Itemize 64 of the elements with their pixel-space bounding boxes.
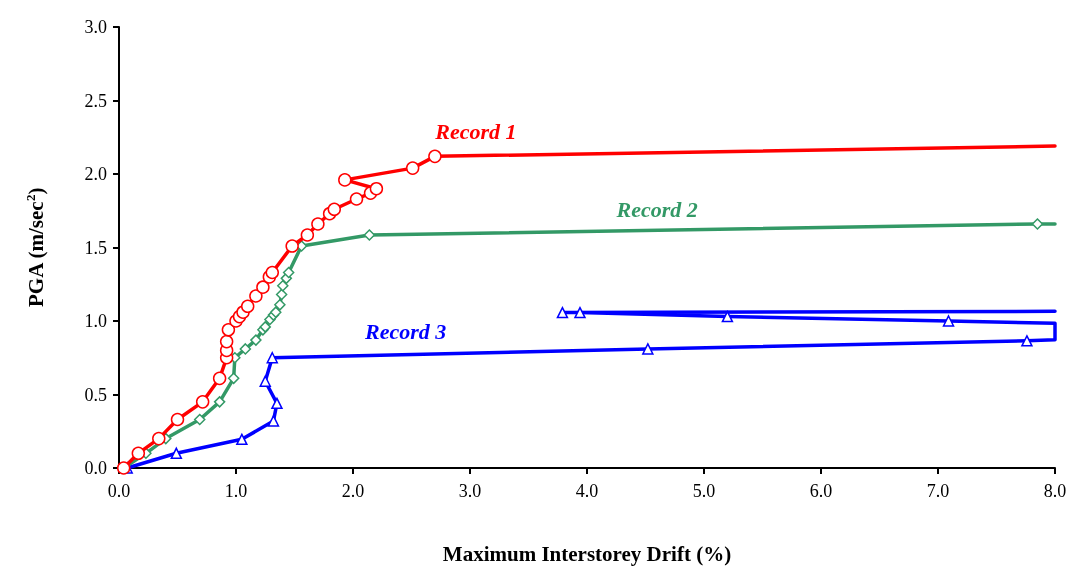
point	[721, 310, 734, 323]
point	[282, 266, 295, 279]
y-tick-label: 0.0	[84, 458, 107, 478]
x-tick-label: 2.0	[341, 481, 365, 501]
point	[363, 229, 376, 241]
series-label: Record 1	[434, 118, 517, 144]
point	[1031, 218, 1044, 230]
point	[249, 289, 263, 303]
point	[170, 412, 185, 427]
y-axis-title: PGA (m/sec2)	[23, 187, 48, 308]
y-tick-label: 3.0	[84, 17, 107, 37]
series-label: Record 2	[615, 196, 698, 222]
point	[277, 279, 289, 292]
point	[219, 334, 234, 349]
point	[236, 433, 248, 446]
point	[193, 413, 206, 426]
point	[267, 415, 280, 427]
point	[170, 447, 183, 460]
point	[256, 280, 270, 294]
x-tick-label: 3.0	[458, 481, 482, 501]
x-tick-label: 5.0	[692, 481, 716, 501]
point	[428, 149, 442, 164]
point	[195, 395, 210, 409]
point	[274, 299, 286, 311]
point	[275, 288, 288, 301]
point	[266, 352, 279, 364]
point	[152, 431, 166, 446]
point	[131, 446, 146, 461]
point	[221, 323, 236, 337]
y-tick-label: 1.5	[84, 237, 107, 258]
point	[250, 334, 262, 346]
x-axis-title: Maximum Interstorey Drift (%)	[442, 541, 732, 566]
series-label: Record 3	[364, 318, 447, 344]
point	[213, 396, 226, 408]
point	[285, 239, 299, 253]
x-tick-label: 7.0	[926, 481, 950, 501]
point	[369, 181, 384, 196]
x-tick-label: 0.0	[107, 481, 131, 501]
point	[212, 371, 227, 386]
point	[300, 228, 315, 242]
x-tick-label: 6.0	[809, 481, 833, 501]
point	[327, 202, 342, 217]
point	[311, 217, 325, 231]
y-tick-label: 2.5	[84, 90, 107, 111]
point	[942, 315, 955, 327]
point	[338, 173, 352, 187]
point	[556, 306, 569, 319]
point	[1021, 335, 1033, 347]
x-tick-label: 4.0	[575, 481, 599, 501]
point	[642, 343, 654, 355]
point	[349, 192, 364, 206]
point	[405, 161, 420, 175]
point	[574, 306, 586, 319]
point	[265, 265, 280, 280]
y-tick-label: 1.0	[84, 311, 107, 331]
point	[271, 397, 283, 410]
point	[240, 299, 255, 314]
point	[239, 343, 252, 355]
y-tick-label: 0.5	[84, 384, 107, 405]
x-tick-label: 8.0	[1043, 481, 1067, 501]
x-tick-label: 1.0	[224, 481, 248, 501]
point	[227, 372, 240, 385]
y-tick-label: 2.0	[84, 164, 107, 184]
point	[259, 375, 271, 388]
